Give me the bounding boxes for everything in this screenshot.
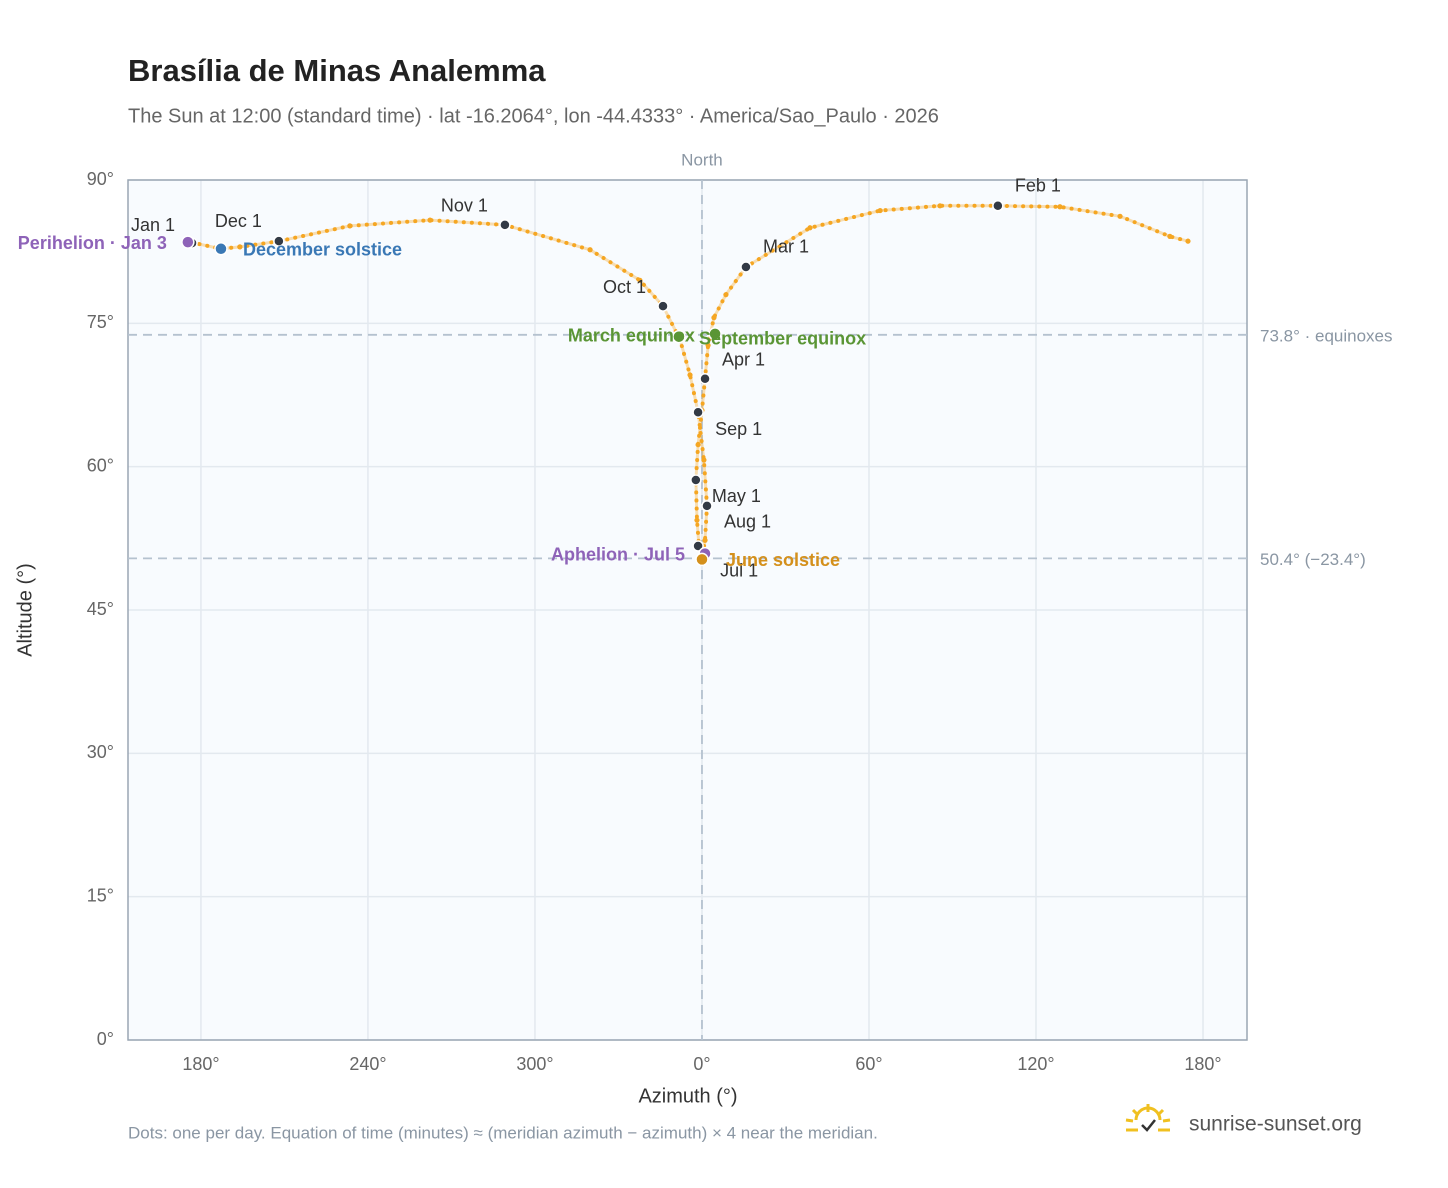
y-tick-label: 45° <box>87 599 114 619</box>
chart-subtitle: The Sun at 12:00 (standard time) · lat -… <box>128 105 939 127</box>
event-label: March equinox <box>568 325 695 345</box>
day-dot <box>587 247 593 253</box>
y-axis-label: Altitude (°) <box>14 563 36 657</box>
day-dot <box>1117 213 1123 219</box>
day-dot <box>937 203 943 209</box>
event-label: September equinox <box>699 329 866 349</box>
day-dot <box>1167 233 1173 239</box>
y-tick-label: 0° <box>97 1029 114 1049</box>
month-label: Jul 1 <box>720 561 758 581</box>
day-dot <box>723 292 729 298</box>
month-label: Oct 1 <box>603 277 646 297</box>
x-axis-label: Azimuth (°) <box>638 1085 737 1107</box>
month-marker <box>699 373 711 385</box>
event-label: Aphelion · Jul 5 <box>551 544 685 564</box>
day-dot <box>701 457 707 463</box>
chart-title: Brasília de Minas Analemma <box>128 53 546 88</box>
event-marker <box>672 329 686 344</box>
month-marker <box>992 200 1004 212</box>
event-marker <box>695 552 709 567</box>
day-dot <box>687 372 693 378</box>
month-label: Mar 1 <box>763 237 809 257</box>
month-label: Feb 1 <box>1015 176 1061 196</box>
month-marker <box>701 500 713 512</box>
day-dot <box>1185 238 1191 244</box>
y-tick-label: 15° <box>87 885 114 905</box>
month-label: May 1 <box>712 486 761 506</box>
day-dot <box>427 217 433 223</box>
brand: sunrise-sunset.org <box>1189 1113 1362 1136</box>
day-dot <box>1057 204 1063 210</box>
event-marker <box>181 235 195 249</box>
month-label: Sep 1 <box>715 419 762 439</box>
month-label: Nov 1 <box>441 196 488 216</box>
month-label: Jan 1 <box>131 215 175 235</box>
x-tick-label: 180° <box>182 1054 219 1074</box>
y-tick-label: 30° <box>87 742 114 762</box>
reference-label: 50.4° (−23.4°) <box>1260 550 1366 569</box>
event-label: June solstice <box>726 550 840 570</box>
x-tick-label: 0° <box>693 1054 710 1074</box>
month-marker <box>740 261 752 273</box>
month-label: Aug 1 <box>724 512 771 532</box>
brand-logo <box>1125 1104 1171 1132</box>
month-marker <box>692 406 704 418</box>
day-dot <box>694 517 700 523</box>
month-marker <box>499 219 511 231</box>
reference-label: North <box>681 150 723 169</box>
y-tick-label: 75° <box>87 312 114 332</box>
month-label: Dec 1 <box>215 211 262 231</box>
x-tick-label: 60° <box>855 1054 882 1074</box>
event-marker <box>708 327 722 341</box>
x-tick-label: 240° <box>349 1054 386 1074</box>
plot-frame <box>127 179 1248 1041</box>
month-marker <box>690 474 702 486</box>
month-marker <box>657 300 669 312</box>
y-tick-label: 60° <box>87 455 114 475</box>
event-label: December solstice <box>243 240 402 260</box>
month-marker <box>273 235 285 247</box>
day-dot <box>695 442 701 448</box>
footnote: Dots: one per day. Equation of time (min… <box>128 1123 878 1142</box>
x-tick-label: 180° <box>1184 1054 1221 1074</box>
day-dot <box>807 225 813 231</box>
event-marker <box>214 242 228 256</box>
day-dot <box>711 315 717 321</box>
month-label: Apr 1 <box>722 350 765 370</box>
event-label: Perihelion · Jan 3 <box>18 233 167 253</box>
y-tick-label: 90° <box>87 169 114 189</box>
day-dot <box>705 342 711 348</box>
day-dot <box>637 277 643 283</box>
x-tick-label: 300° <box>516 1054 553 1074</box>
day-dot <box>877 207 883 214</box>
day-dot <box>347 223 353 229</box>
day-dot <box>702 537 708 543</box>
month-marker <box>692 540 704 552</box>
day-dot <box>237 244 243 250</box>
reference-label: 73.8° · equinoxes <box>1260 326 1393 345</box>
x-tick-label: 120° <box>1017 1054 1054 1074</box>
